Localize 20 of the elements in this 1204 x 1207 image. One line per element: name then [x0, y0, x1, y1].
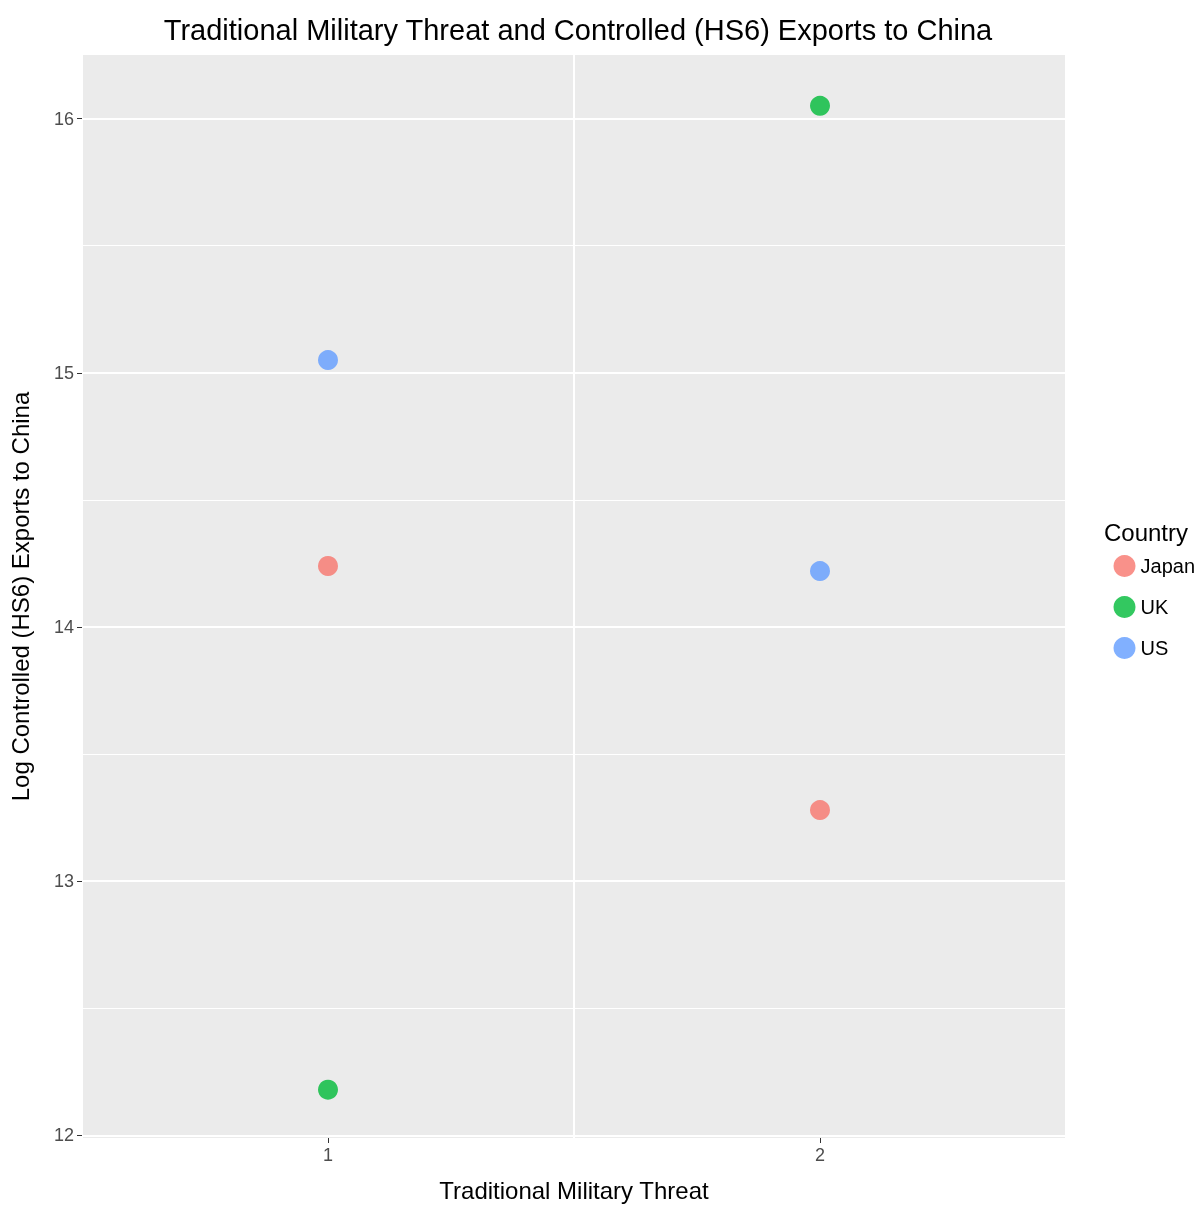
legend-label: UK [1140, 596, 1169, 618]
point [318, 350, 338, 371]
x-axis-title: Traditional Military Threat [439, 1176, 710, 1204]
point [810, 95, 830, 116]
point [318, 556, 338, 576]
legend-title: Country [1103, 518, 1189, 546]
y-tick-label: 13 [53, 871, 74, 892]
legend-label: Japan [1140, 555, 1196, 577]
point [318, 1079, 338, 1100]
point [810, 800, 830, 821]
x-tick-label: 1 [322, 1145, 334, 1165]
y-tick-label: 15 [53, 362, 74, 383]
y-tick-label: 16 [53, 108, 74, 129]
y-axis-title: Log Controlled (HS6) Exports to China [6, 391, 34, 802]
y-tick-label: 14 [53, 617, 74, 638]
y-tick-label: 12 [53, 1125, 74, 1146]
legend-label: US [1140, 637, 1169, 659]
chart-title: Traditional Military Threat and Controlled (HS6) Exports to China [163, 13, 994, 46]
point [810, 561, 830, 582]
x-tick-label: 2 [814, 1145, 826, 1165]
